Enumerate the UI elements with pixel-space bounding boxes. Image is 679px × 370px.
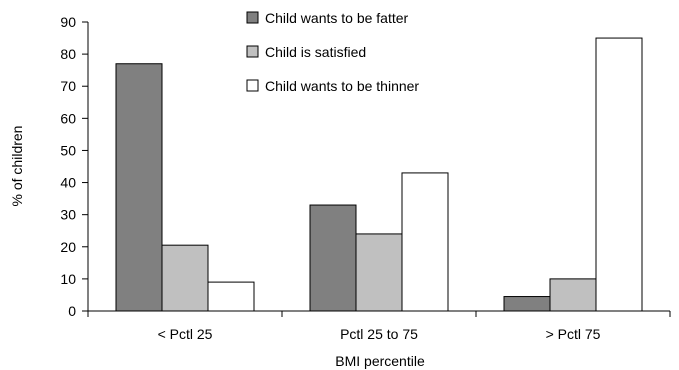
legend-label: Child wants to be thinner bbox=[265, 78, 419, 94]
bar bbox=[549, 278, 597, 312]
y-tick-label: 50 bbox=[60, 142, 76, 158]
bar bbox=[503, 296, 551, 312]
bar bbox=[207, 281, 255, 312]
legend-label: Child is satisfied bbox=[265, 44, 366, 60]
legend-swatch bbox=[246, 45, 259, 58]
y-tick-label: 40 bbox=[60, 175, 76, 191]
x-axis-title: BMI percentile bbox=[335, 353, 425, 369]
x-ticks: < Pctl 25 Pctl 25 to 75 > Pctl 75 bbox=[87, 311, 671, 342]
y-tick-label: 0 bbox=[68, 303, 76, 319]
y-tick-label: 60 bbox=[60, 110, 76, 126]
x-tick-label: Pctl 25 to 75 bbox=[340, 326, 418, 342]
y-tick-label: 80 bbox=[60, 46, 76, 62]
legend: Child wants to be fatter Child is satisfi… bbox=[246, 10, 419, 94]
y-axis-title: % of children bbox=[9, 126, 25, 207]
axes bbox=[87, 22, 670, 312]
legend-label: Child wants to be fatter bbox=[265, 10, 409, 26]
legend-swatch bbox=[246, 79, 259, 92]
bar bbox=[595, 37, 643, 312]
bars bbox=[115, 37, 643, 312]
x-tick-label: > Pctl 75 bbox=[546, 326, 601, 342]
bar bbox=[355, 233, 403, 312]
bar bbox=[115, 63, 163, 312]
y-ticks: 0 10 20 30 40 50 60 70 80 90 bbox=[60, 14, 88, 319]
bar bbox=[401, 172, 449, 312]
legend-swatch bbox=[246, 11, 259, 24]
y-tick-label: 20 bbox=[60, 239, 76, 255]
y-tick-label: 30 bbox=[60, 207, 76, 223]
bar bbox=[309, 204, 357, 312]
bar bbox=[161, 244, 209, 312]
x-tick-label: < Pctl 25 bbox=[158, 326, 213, 342]
y-tick-label: 90 bbox=[60, 14, 76, 30]
y-tick-label: 70 bbox=[60, 78, 76, 94]
y-tick-label: 10 bbox=[60, 271, 76, 287]
